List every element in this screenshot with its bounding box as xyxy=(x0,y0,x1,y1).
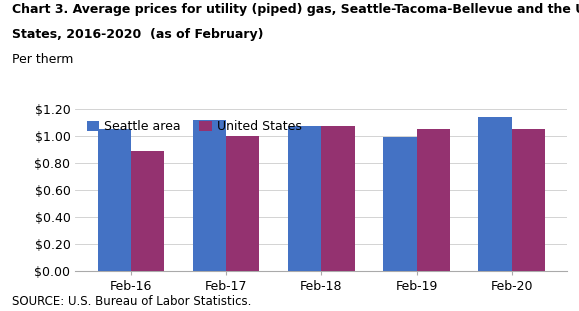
Bar xyxy=(383,137,416,271)
Bar xyxy=(131,151,164,271)
Bar xyxy=(321,126,355,271)
Bar xyxy=(512,129,545,271)
Bar xyxy=(478,117,512,271)
Bar xyxy=(226,136,259,271)
Bar xyxy=(193,120,226,271)
Text: Chart 3. Average prices for utility (piped) gas, Seattle-Tacoma-Bellevue and the: Chart 3. Average prices for utility (pip… xyxy=(12,3,579,16)
Bar xyxy=(98,129,131,271)
Bar xyxy=(416,129,450,271)
Text: Per therm: Per therm xyxy=(12,53,73,66)
Bar xyxy=(288,126,321,271)
Text: SOURCE: U.S. Bureau of Labor Statistics.: SOURCE: U.S. Bureau of Labor Statistics. xyxy=(12,295,251,308)
Legend: Seattle area, United States: Seattle area, United States xyxy=(82,115,307,138)
Text: States, 2016-2020  (as of February): States, 2016-2020 (as of February) xyxy=(12,28,263,41)
